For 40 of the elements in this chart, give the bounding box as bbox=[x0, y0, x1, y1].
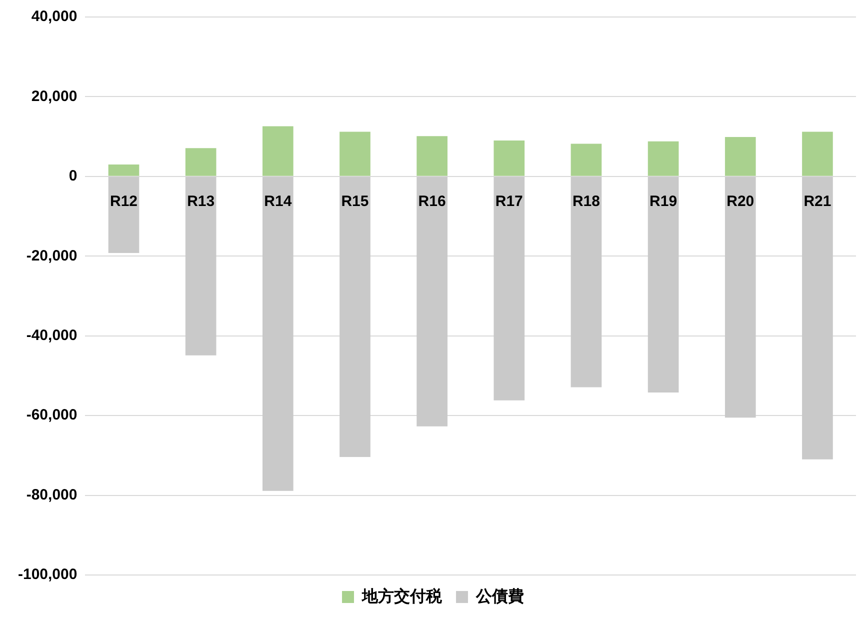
bar bbox=[724, 136, 756, 176]
bar bbox=[494, 176, 525, 400]
x-tick-label: R14 bbox=[264, 193, 292, 210]
bar bbox=[724, 176, 756, 418]
bar bbox=[185, 176, 216, 356]
bar bbox=[648, 176, 679, 392]
bar bbox=[262, 126, 294, 176]
bar bbox=[802, 132, 833, 176]
x-tick-label: R20 bbox=[726, 193, 754, 210]
bar bbox=[648, 141, 679, 176]
bar bbox=[262, 176, 294, 491]
y-tick-label: -40,000 bbox=[26, 327, 78, 344]
y-tick-label: -100,000 bbox=[18, 566, 78, 584]
y-tick-label: -20,000 bbox=[26, 247, 78, 264]
bar bbox=[340, 176, 370, 458]
y-tick-label: 0 bbox=[68, 168, 78, 185]
bar bbox=[416, 136, 448, 176]
bar bbox=[802, 176, 833, 460]
y-tick-label: -80,000 bbox=[26, 486, 78, 504]
bar bbox=[570, 144, 602, 176]
bar bbox=[416, 176, 448, 426]
x-tick-label: R18 bbox=[572, 193, 600, 210]
x-tick-label: R21 bbox=[804, 193, 832, 210]
x-tick-label: R17 bbox=[495, 193, 523, 210]
bar bbox=[185, 148, 216, 176]
bar bbox=[340, 132, 370, 176]
x-tick-label: R16 bbox=[418, 193, 446, 210]
bar bbox=[108, 176, 140, 253]
y-tick-label: -60,000 bbox=[26, 406, 78, 424]
y-tick-label: 20,000 bbox=[31, 88, 78, 105]
bar bbox=[494, 140, 525, 176]
bar bbox=[108, 164, 140, 176]
legend-label: 公債費 bbox=[475, 587, 524, 606]
y-tick-label: 40,000 bbox=[31, 8, 78, 26]
x-tick-label: R15 bbox=[341, 193, 369, 210]
x-tick-label: R12 bbox=[110, 193, 138, 210]
x-tick-label: R19 bbox=[650, 193, 678, 210]
x-tick-label: R13 bbox=[187, 193, 215, 210]
bar bbox=[570, 176, 602, 388]
legend-label: 地方交付税 bbox=[361, 586, 443, 606]
